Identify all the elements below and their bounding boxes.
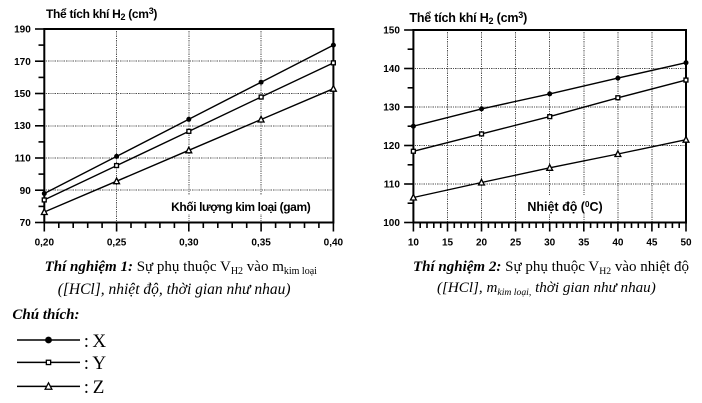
svg-text:50: 50 — [680, 238, 692, 249]
svg-text:100: 100 — [383, 218, 400, 229]
svg-text:10: 10 — [408, 238, 420, 249]
svg-text:30: 30 — [544, 238, 556, 249]
svg-text:20: 20 — [476, 238, 488, 249]
svg-text:35: 35 — [578, 238, 590, 249]
svg-text:120: 120 — [383, 141, 400, 152]
svg-text:Khối lượng kim loại (gam): Khối lượng kim loại (gam) — [171, 200, 311, 214]
svg-text:0,40: 0,40 — [324, 238, 344, 249]
svg-text:110: 110 — [384, 180, 401, 191]
svg-text:15: 15 — [442, 238, 454, 249]
svg-text:150: 150 — [14, 89, 31, 100]
svg-text:45: 45 — [646, 238, 658, 249]
svg-text:0,30: 0,30 — [179, 238, 199, 249]
svg-text:Nhiệt độ (0C): Nhiệt độ (0C) — [527, 200, 602, 214]
svg-text:90: 90 — [20, 186, 32, 197]
svg-text:40: 40 — [612, 238, 624, 249]
svg-text:0,20: 0,20 — [35, 238, 55, 249]
svg-text:190: 190 — [14, 25, 31, 36]
svg-text:0,35: 0,35 — [251, 238, 271, 249]
svg-text:170: 170 — [14, 57, 31, 68]
svg-text:130: 130 — [14, 121, 31, 132]
svg-text:150: 150 — [383, 26, 400, 37]
svg-text:130: 130 — [383, 103, 400, 114]
svg-text:110: 110 — [15, 154, 32, 165]
svg-text:140: 140 — [383, 64, 400, 75]
svg-text:0,25: 0,25 — [107, 238, 127, 249]
svg-text:70: 70 — [20, 218, 32, 229]
svg-text:25: 25 — [510, 238, 522, 249]
